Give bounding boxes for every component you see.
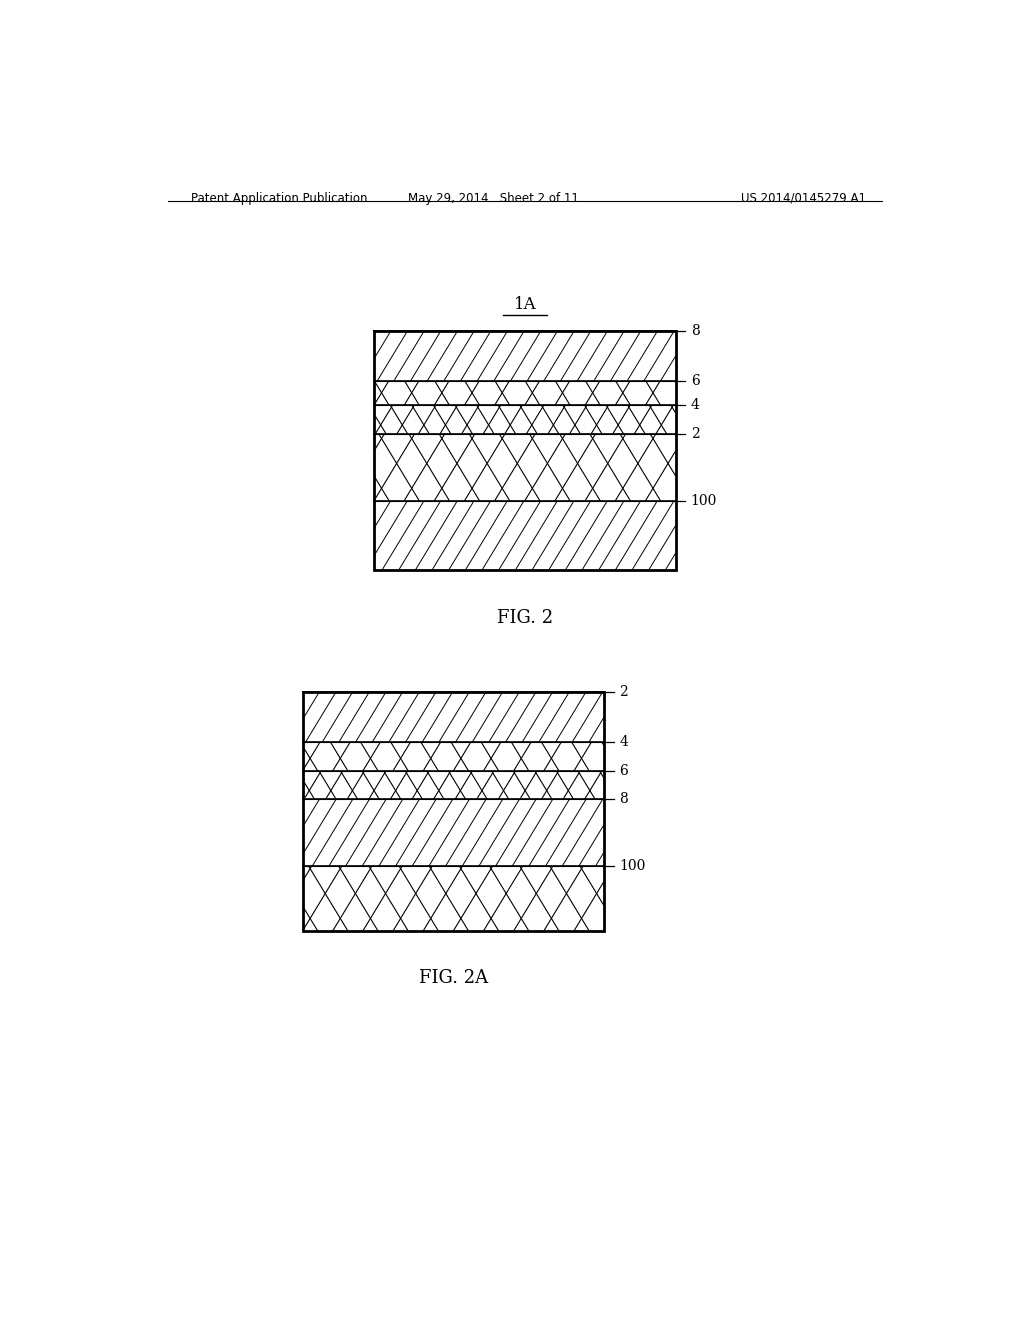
Bar xyxy=(374,331,676,381)
Text: 6: 6 xyxy=(620,764,628,777)
Text: 100: 100 xyxy=(690,494,717,508)
Bar xyxy=(303,692,604,742)
Text: Patent Application Publication: Patent Application Publication xyxy=(191,191,368,205)
Bar xyxy=(303,800,604,866)
Text: 8: 8 xyxy=(620,792,628,807)
Bar xyxy=(303,692,604,931)
Bar xyxy=(374,331,676,570)
Text: 4: 4 xyxy=(690,399,699,412)
Bar xyxy=(303,692,604,931)
Text: May 29, 2014   Sheet 2 of 11: May 29, 2014 Sheet 2 of 11 xyxy=(408,191,579,205)
Text: 100: 100 xyxy=(620,859,645,874)
Bar xyxy=(374,500,676,570)
Bar xyxy=(374,434,676,500)
Bar xyxy=(374,405,676,434)
Bar xyxy=(303,771,604,800)
Text: 1A: 1A xyxy=(513,296,537,313)
Text: 2: 2 xyxy=(690,426,699,441)
Bar xyxy=(303,866,604,931)
Text: US 2014/0145279 A1: US 2014/0145279 A1 xyxy=(741,191,866,205)
Text: 2: 2 xyxy=(620,685,628,700)
Bar xyxy=(374,381,676,405)
Bar xyxy=(303,742,604,771)
Text: FIG. 2A: FIG. 2A xyxy=(419,969,488,987)
Text: 4: 4 xyxy=(620,735,628,750)
Text: 8: 8 xyxy=(690,325,699,338)
Bar xyxy=(374,331,676,570)
Text: 6: 6 xyxy=(690,375,699,388)
Text: FIG. 2: FIG. 2 xyxy=(497,609,553,627)
